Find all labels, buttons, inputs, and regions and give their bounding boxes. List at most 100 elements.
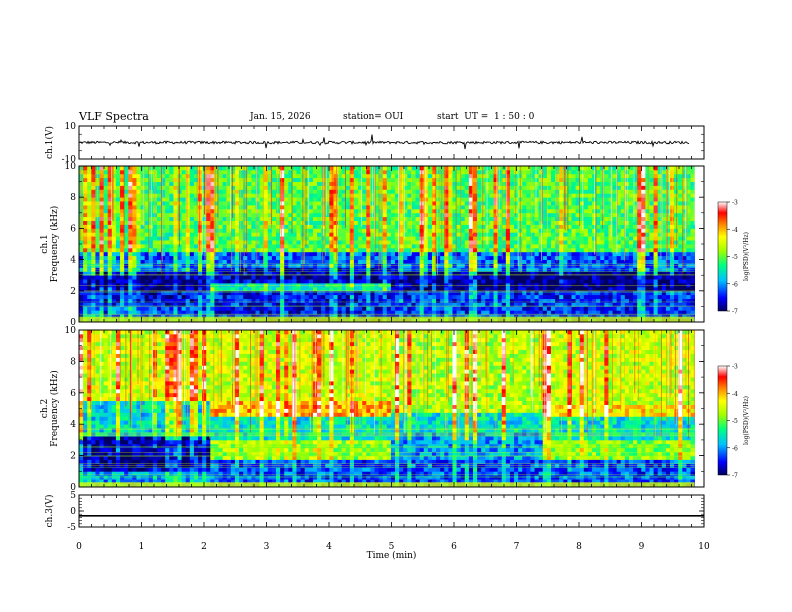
ch1-spectrogram-cell [501,224,507,229]
ch1-spectrogram-cell [296,247,302,253]
ch1-spectrogram-cell [485,193,490,198]
ch1-spectrogram-cell [489,197,494,202]
ch1-spectrogram-cell [530,298,535,303]
ch1-spectrogram-cell [115,279,121,284]
ch1-spectrogram-cell [161,185,166,190]
ch1-spectrogram-cell [460,181,466,186]
ch1-spectrogram-cell [288,228,293,233]
ch1-spectrogram-cell [161,189,166,194]
ch1-spectrogram-cell [485,181,490,186]
ch1-spectrogram-cell [555,286,560,292]
ch1-spectrogram-cell [79,197,84,202]
ch1-spectrogram-cell [83,244,88,249]
ch1-spectrogram-cell [115,228,121,233]
ch1-spectrogram-cell [353,314,359,319]
ch1-spectrogram-cell [399,247,404,253]
ch1-spectrogram-cell [534,197,540,202]
ch1-spectrogram-cell [111,283,117,288]
ch1-spectrogram-cell [83,271,88,276]
ch1-spectrogram-cell [567,314,572,319]
ch1-spectrogram-cell [464,236,470,241]
ch1-spectrogram-cell [542,263,548,268]
ch1-spectrogram-cell [292,228,297,233]
ch1-spectrogram-cell [259,201,265,206]
ch1-spectrogram-cell [341,197,347,202]
ch1-spectrogram-cell [427,267,433,272]
ch1-spectrogram-cell [407,181,412,186]
ch1-spectrogram-cell [522,189,527,194]
ch1-spectrogram-cell [485,216,490,221]
ch1-spectrogram-cell [218,189,224,194]
ch1-spectrogram-cell [280,169,285,175]
ch1-spectrogram-cell [473,251,478,257]
ch1-spectrogram-cell [165,310,170,315]
ch1-spectrogram-cell [120,197,125,202]
ch1-spectrogram-cell [333,314,338,319]
ch1-spectrogram-cell [534,173,540,179]
ch1-spectrogram-cell [395,185,400,190]
ch1-spectrogram-cell [95,302,100,307]
ch1-spectrogram-cell [333,251,338,257]
ch1-spectrogram-cell [284,310,289,315]
ch1-spectrogram-cell [140,208,146,214]
ch1-spectrogram-cell [247,166,252,171]
ch1-spectrogram-cell [247,173,252,179]
ch1-spectrogram-cell [341,247,347,253]
ch1-spectrogram-cell [436,169,441,175]
ch1-spectrogram-cell [485,314,490,319]
ch1-spectrogram-cell [222,271,228,276]
ch1-spectrogram-cell [559,294,564,299]
ch1-spectrogram-cell [538,212,544,218]
ch1-spectrogram-cell [144,314,150,319]
ch1-spectrogram-cell [571,314,576,319]
ch1-spectrogram-cell [222,205,228,210]
ch1-spectrogram-cell [296,286,302,292]
ch1-spectrogram-cell [276,271,281,276]
ch1-spectrogram-cell [509,216,515,221]
ch1-spectrogram-cell [493,244,499,249]
ch1-spectrogram-cell [312,306,318,311]
ch1-spectrogram-cell [431,197,437,202]
ch1-spectrogram-cell [440,306,445,311]
ch1-spectrogram-cell [378,294,384,299]
ch1-spectrogram-cell [514,189,519,194]
ch1-spectrogram-cell [349,271,355,276]
ch1-spectrogram-cell [526,298,531,303]
ch1-spectrogram-cell [349,247,355,253]
ch1-spectrogram-cell [259,259,265,264]
ch1-spectrogram-cell [99,193,105,198]
ch1-spectrogram-cell [263,302,269,307]
ch1-spectrogram-cell [395,216,400,221]
ch1-spectrogram-cell [177,314,182,319]
ch1-spectrogram-cell [210,314,215,319]
ch1-spectrogram-cell [79,169,84,175]
ch1-spectrogram-cell [489,224,494,229]
ch1-spectrogram-cell [259,251,265,257]
ch1-spectrogram-cell [173,298,178,303]
ch1-spectrogram-cell [481,201,486,206]
ch1-spectrogram-cell [366,166,371,171]
ch1-spectrogram-cell [304,302,310,307]
ch1-spectrogram-cell [202,271,207,276]
ch1-spectrogram-cell [460,298,466,303]
ch1-spectrogram-cell [214,220,219,225]
ch1-spectrogram-cell [448,302,453,307]
ch1-spectrogram-cell [193,220,199,225]
ch1-spectrogram-cell [255,185,260,190]
ch1-spectrogram-cell [509,279,515,284]
ch1-spectrogram-cell [230,189,236,194]
ch1-spectrogram-cell [468,255,474,260]
ch1-spectrogram-cell [247,205,252,210]
ch1-spectrogram-cell [271,216,277,221]
ch1-spectrogram-cell [280,201,285,206]
ch1-spectrogram-cell [362,286,367,292]
ch1-spectrogram-cell [144,169,150,175]
ch1-spectrogram-cell [349,173,355,179]
ch1-spectrogram-cell [214,259,219,264]
ch1-spectrogram-cell [107,228,113,233]
ch1-spectrogram-cell [103,263,109,268]
ch1-spectrogram-cell [481,267,486,272]
ch1-spectrogram-cell [493,216,499,221]
ch1-spectrogram-cell [165,259,170,264]
ch1-spectrogram-cell [206,247,211,253]
